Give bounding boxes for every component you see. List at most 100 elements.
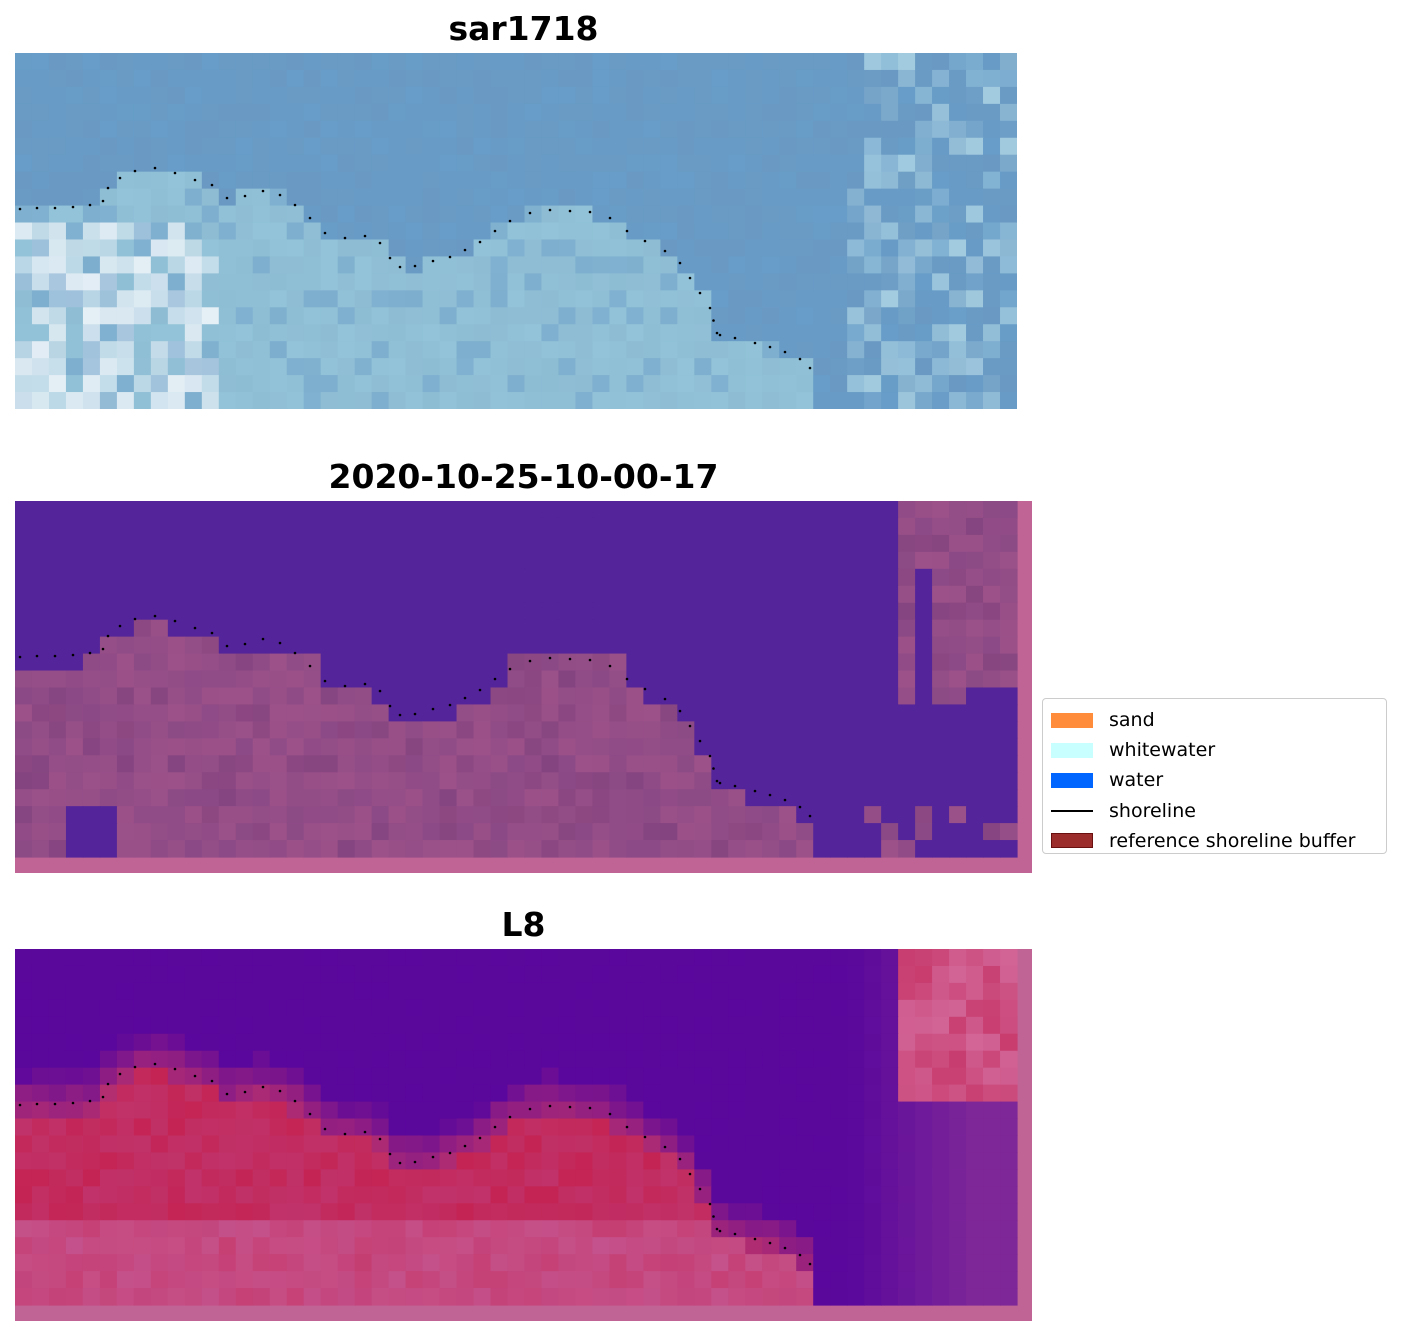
image-pixel [932, 86, 950, 105]
class-pixel [762, 772, 780, 790]
index-pixel [167, 1135, 186, 1154]
image-pixel [541, 120, 560, 139]
class-pixel [65, 687, 84, 706]
shoreline-point [118, 624, 122, 628]
shoreline-point [278, 1089, 282, 1093]
index-pixel [15, 965, 33, 984]
image-pixel [864, 307, 882, 325]
index-pixel [303, 1220, 322, 1238]
image-pixel [949, 290, 967, 308]
index-pixel [626, 1169, 644, 1187]
class-pixel [235, 840, 254, 858]
index-pixel [82, 1271, 101, 1289]
image-pixel [660, 103, 678, 122]
image-pixel [915, 239, 933, 258]
index-pixel [473, 1186, 492, 1204]
index-pixel [626, 1067, 644, 1086]
image-pixel [949, 120, 967, 139]
image-pixel [592, 120, 610, 139]
image-pixel [456, 341, 475, 359]
class-pixel [303, 738, 322, 756]
index-pixel [286, 1135, 305, 1154]
index-pixel [48, 1254, 67, 1272]
class-pixel [660, 704, 678, 722]
class-pixel [847, 704, 865, 722]
image-pixel [167, 324, 186, 342]
class-pixel [320, 670, 339, 689]
image-pixel [1000, 171, 1017, 190]
image-pixel [337, 69, 356, 88]
class-pixel [609, 772, 627, 790]
class-pixel [762, 789, 780, 807]
index-pixel [31, 999, 50, 1018]
class-pixel [201, 585, 220, 604]
image-pixel [1000, 137, 1017, 156]
class-pixel [286, 687, 305, 706]
class-pixel [473, 568, 492, 587]
index-pixel [660, 1118, 678, 1137]
image-pixel [116, 171, 135, 190]
index-pixel [31, 1084, 50, 1103]
class-pixel [31, 840, 50, 858]
image-pixel [439, 307, 458, 325]
index-pixel [405, 965, 424, 984]
class-pixel [915, 602, 933, 621]
shoreline-point [88, 203, 92, 207]
index-pixel [677, 999, 695, 1018]
class-pixel [643, 840, 661, 858]
class-pixel [167, 568, 186, 587]
image-pixel [99, 154, 118, 173]
class-pixel [830, 772, 848, 790]
index-pixel [99, 1271, 118, 1289]
image-pixel [201, 239, 220, 258]
index-pixel [966, 1203, 984, 1221]
legend-label: shoreline [1109, 799, 1196, 822]
class-pixel [473, 670, 492, 689]
image-pixel [847, 205, 865, 224]
index-pixel [643, 1067, 661, 1086]
index-pixel [847, 999, 865, 1018]
image-pixel [99, 86, 118, 105]
index-pixel [949, 1050, 967, 1069]
class-pixel [422, 517, 441, 536]
class-pixel [507, 619, 526, 638]
index-pixel [796, 1016, 814, 1035]
image-pixel [133, 392, 152, 409]
image-pixel [745, 103, 763, 122]
image-pixel [133, 154, 152, 173]
index-pixel [371, 1271, 390, 1289]
legend-label: whitewater [1109, 739, 1216, 762]
image-pixel [983, 324, 1001, 342]
image-pixel [643, 392, 661, 409]
image-pixel [286, 307, 305, 325]
image-pixel [65, 69, 84, 88]
image-pixel [592, 103, 610, 122]
class-pixel [949, 585, 967, 604]
class-pixel [82, 534, 101, 553]
image-pixel [354, 324, 373, 342]
index-pixel [864, 1067, 882, 1086]
image-pixel [235, 188, 254, 207]
image-pixel [864, 103, 882, 122]
index-pixel [660, 982, 678, 1001]
image-pixel [949, 375, 967, 393]
class-pixel [932, 619, 950, 638]
shoreline-point [308, 664, 312, 668]
class-pixel [983, 619, 1001, 638]
class-pixel [218, 806, 237, 824]
class-pixel [320, 823, 339, 841]
index-pixel [337, 999, 356, 1018]
class-pixel [745, 585, 763, 604]
index-pixel [252, 982, 271, 1001]
class-pixel [932, 755, 950, 773]
shoreline-point [323, 679, 327, 683]
index-pixel [133, 1186, 152, 1204]
image-pixel [99, 256, 118, 274]
class-pixel [779, 806, 797, 824]
class-pixel [48, 823, 67, 841]
image-pixel [813, 103, 831, 122]
image-pixel [99, 137, 118, 156]
class-pixel [898, 738, 916, 756]
index-pixel [456, 999, 475, 1018]
index-pixel [728, 1254, 746, 1272]
